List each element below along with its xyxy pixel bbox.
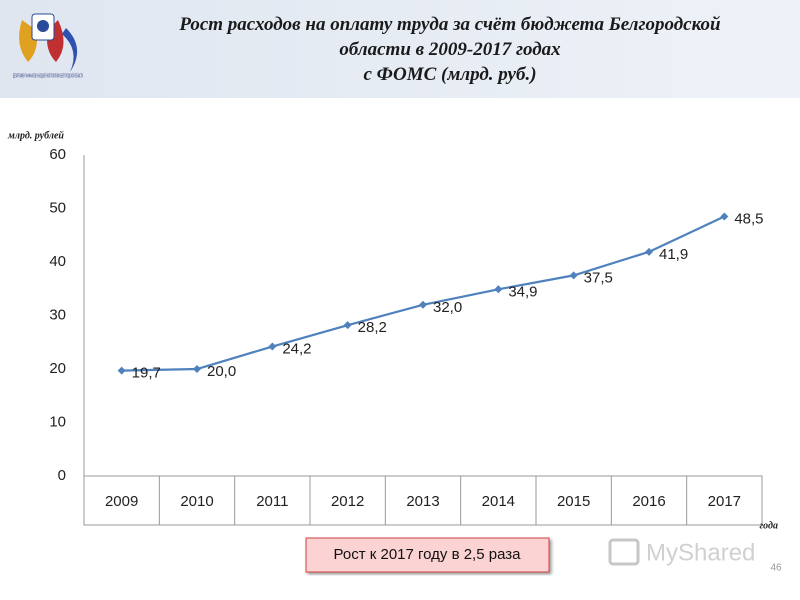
marker <box>117 366 126 375</box>
x-tick-label: 2016 <box>632 493 665 510</box>
page-number: 46 <box>770 563 782 574</box>
x-tick-label: 2014 <box>482 493 515 510</box>
data-label: 20,0 <box>207 363 236 380</box>
marker <box>193 365 201 373</box>
data-label: 28,2 <box>358 319 387 336</box>
y-tick-label: 40 <box>49 253 66 270</box>
x-tick-label: 2011 <box>256 493 288 510</box>
x-tick-label: 2017 <box>708 493 741 510</box>
x-tick-label: 2010 <box>180 493 213 510</box>
marker <box>720 212 729 221</box>
marker <box>494 285 503 294</box>
data-label: 32,0 <box>433 299 462 316</box>
data-label: 19,7 <box>132 365 161 382</box>
y-tick-label: 0 <box>58 467 66 484</box>
y-axis-label: млрд. рублей <box>7 130 64 141</box>
watermark-text: MyShared <box>646 539 755 566</box>
logo-text: ДЕПАРТАМЕНТ ФИНАНСОВ И БЮДЖЕТНОЙ ПОЛИТИК… <box>13 71 83 79</box>
x-tick-label: 2012 <box>331 493 364 510</box>
logo: ДЕПАРТАМЕНТ ФИНАНСОВ И БЮДЖЕТНОЙ ПОЛИТИК… <box>13 13 83 79</box>
y-tick-label: 60 <box>49 146 66 163</box>
x-tick-label: 2015 <box>557 493 590 510</box>
x-tick-label: 2013 <box>406 493 439 510</box>
chart-title: Рост расходов на оплату труда за счёт бю… <box>179 14 721 85</box>
data-label: 48,5 <box>734 210 763 227</box>
marker <box>268 342 277 351</box>
data-label: 34,9 <box>508 283 537 300</box>
y-tick-label: 50 <box>49 199 66 216</box>
data-label: 37,5 <box>584 269 613 286</box>
annotation-box <box>305 537 550 573</box>
marker <box>343 321 352 330</box>
marker <box>645 247 653 256</box>
annotation: Рост к 2017 году в 2,5 раза <box>334 546 522 563</box>
x-axis-label: года <box>759 520 778 531</box>
y-tick-label: 10 <box>49 413 66 430</box>
header-band <box>0 0 800 98</box>
y-tick-label: 30 <box>49 306 66 323</box>
y-tick-label: 20 <box>49 360 66 377</box>
marker <box>569 271 578 280</box>
data-label: 41,9 <box>659 246 688 263</box>
x-axis-box <box>83 475 763 526</box>
data-label: 24,2 <box>282 340 311 357</box>
watermark: MyShared <box>608 538 755 566</box>
series-line <box>121 215 725 372</box>
x-tick-label: 2009 <box>105 493 138 510</box>
marker <box>419 300 427 309</box>
